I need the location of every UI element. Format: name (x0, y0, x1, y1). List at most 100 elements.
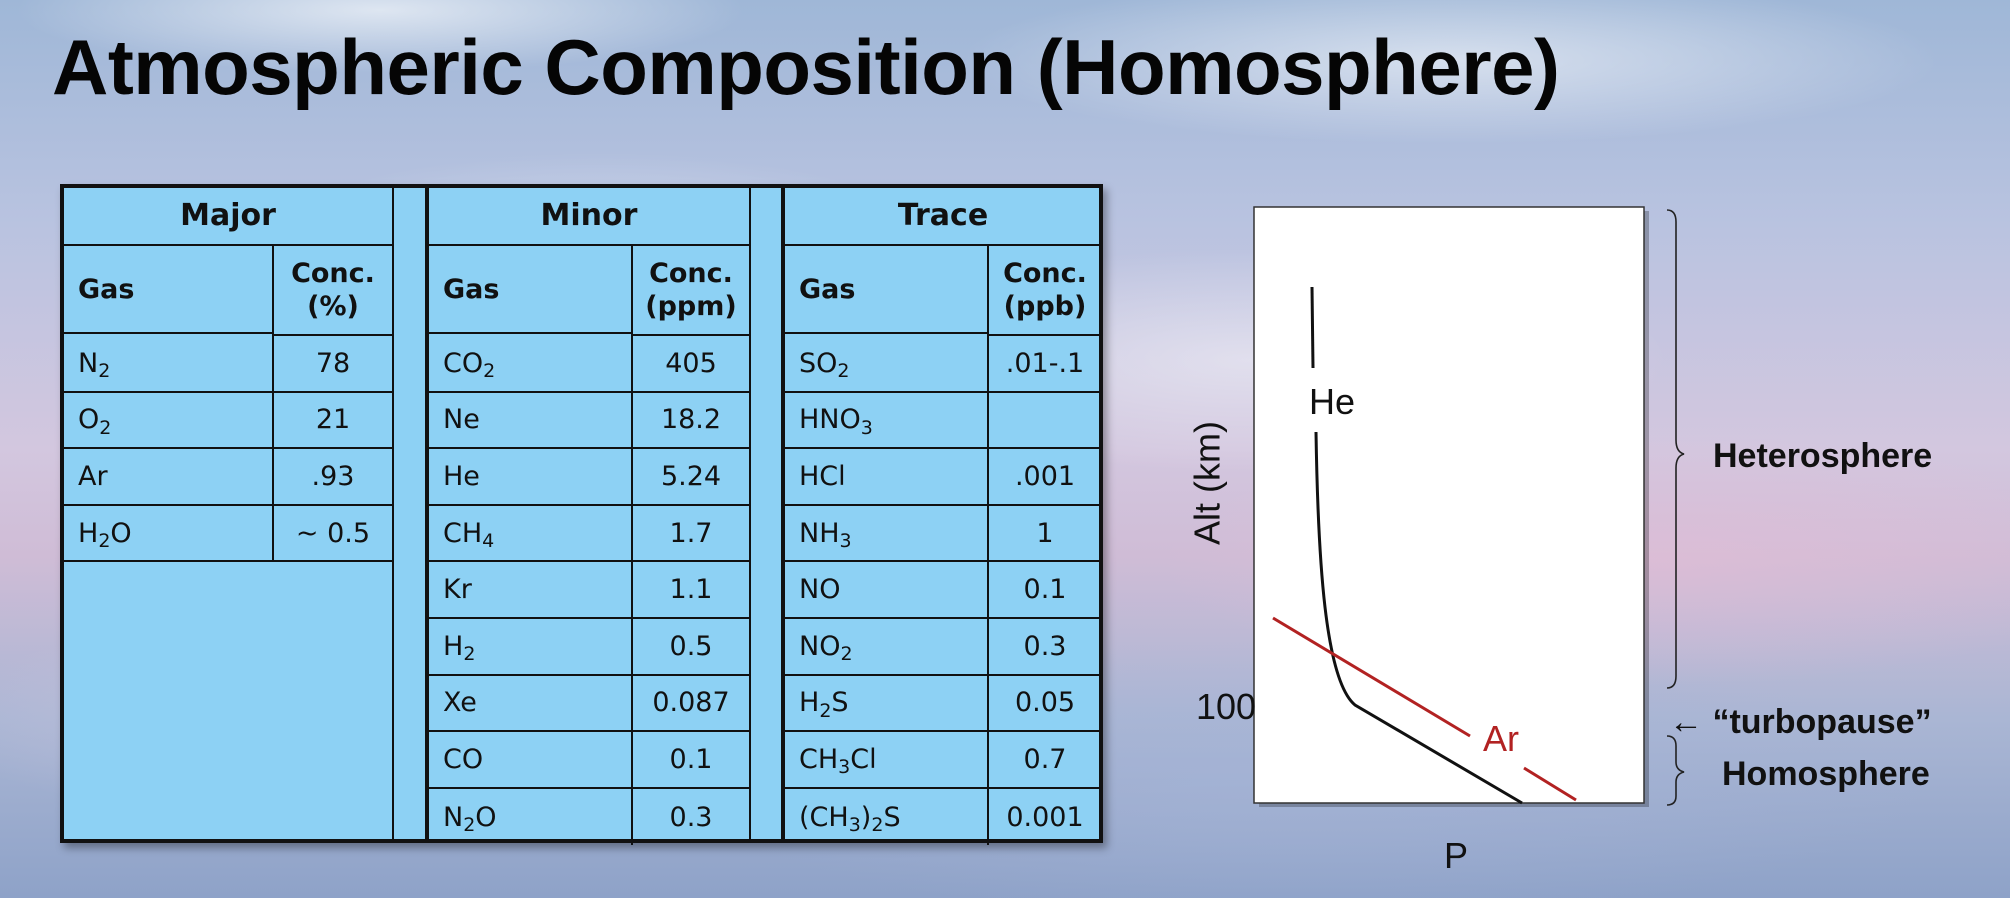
gas-text: SO (799, 347, 838, 379)
gas-text: S (831, 687, 849, 719)
conc-cell: 1 (1036, 517, 1054, 549)
column-header-conc: Conc. (ppb) (989, 246, 1101, 336)
x-axis-label: P (1444, 835, 1468, 876)
column-header-gas: Gas (785, 246, 987, 334)
table-group-trace: Trace Gas Conc. (ppb) SO 2.01-.1 HNO 3 HCl .001 NH… (783, 188, 1101, 846)
gas-subscript: 4 (482, 530, 495, 553)
gas-subscript: 3 (848, 814, 861, 837)
gas-text: Kr (443, 574, 472, 606)
conc-cell: 5.24 (660, 460, 722, 492)
gas-subscript: 2 (98, 360, 111, 383)
he-profile-upper (1310, 286, 1315, 369)
gas-subscript: 2 (98, 530, 111, 553)
gas-subscript: 2 (871, 814, 884, 837)
conc-cell: 0.3 (1023, 630, 1067, 662)
ar-label: Ar (1483, 718, 1519, 759)
gas-text: O (110, 517, 132, 549)
gas-cell: Ar (64, 449, 108, 504)
composition-table: Major Gas Conc. (%) N 2 78 O 2 21 Ar .93 H 2 O ~ 0.5 Min… (60, 184, 1103, 846)
table-row: H 2 S 0.05 (785, 676, 1101, 733)
conc-label: Conc. (649, 258, 733, 289)
table-row: CH 4 1.7 (429, 506, 749, 563)
conc-cell: 1.7 (669, 517, 713, 549)
column-header-conc: Conc. (ppm) (633, 246, 749, 336)
table-row: Xe 0.087 (429, 676, 749, 733)
column-divider (987, 246, 989, 846)
table-row: Ar .93 (64, 449, 392, 506)
gas-text: He (443, 460, 480, 492)
gas-cell: CH 4 (429, 506, 494, 561)
gas-text: CH (799, 743, 839, 775)
turbopause-label: ← “turbopause” (1669, 703, 1932, 741)
gas-text: CH (443, 517, 483, 549)
gas-text: Xe (443, 687, 477, 719)
column-header-gas: Gas (429, 246, 631, 334)
he-profile-curve (1314, 431, 1523, 805)
conc-cell: 1.1 (669, 574, 713, 606)
conc-cell: 0.05 (1014, 687, 1076, 719)
conc-cell: .93 (311, 460, 355, 492)
gas-cell: (CH 3) 2 S (785, 789, 901, 846)
conc-cell: 0.7 (1023, 743, 1067, 775)
y-axis-label: Alt (km) (1187, 421, 1228, 545)
gas-subscript: 2 (483, 360, 496, 383)
gas-text: CO (443, 743, 484, 775)
gas-text: ) (860, 801, 872, 833)
group-gap (749, 188, 783, 839)
gas-text: N (78, 347, 99, 379)
table-row: HCl .001 (785, 449, 1101, 506)
table-row: He 5.24 (429, 449, 749, 506)
conc-cell: 0.3 (669, 801, 713, 833)
gas-text: O (475, 801, 497, 833)
conc-cell: 405 (665, 347, 717, 379)
gas-text: CO (443, 347, 484, 379)
gas-cell: CO (429, 732, 483, 787)
column-divider (631, 246, 633, 846)
gas-cell: CO 2 (429, 336, 495, 391)
conc-unit: (ppb) (1003, 291, 1087, 322)
table-group-major: Major Gas Conc. (%) N 2 78 O 2 21 Ar .93 H 2 O ~ 0.5 (64, 188, 394, 839)
table-row: CO 2 405 (429, 336, 749, 393)
gas-cell: HCl (785, 449, 846, 504)
gas-cell: He (429, 449, 480, 504)
group-header-trace: Trace (785, 188, 1101, 246)
table-group-minor: Minor Gas Conc. (ppm) CO 2 405 Ne 18.2 He 5.24 CH 4 1… (427, 188, 751, 846)
tick-100-label: 100 (1196, 686, 1256, 727)
table-row: NO 2 0.3 (785, 619, 1101, 676)
he-label: He (1309, 381, 1355, 422)
gas-text: Cl (850, 743, 877, 775)
table-row: HNO 3 (785, 393, 1101, 450)
gas-text: O (78, 404, 100, 436)
table-row: SO 2 .01-.1 (785, 336, 1101, 393)
gas-text: Ar (78, 460, 108, 492)
page-title: Atmospheric Composition (Homosphere) (52, 23, 1560, 111)
conc-cell: ~ 0.5 (295, 517, 371, 549)
conc-cell: 21 (315, 404, 351, 436)
gas-subscript: 3 (839, 530, 852, 553)
gas-cell: Xe (429, 676, 477, 731)
table-row: NO 0.1 (785, 562, 1101, 619)
table-row: Kr 1.1 (429, 562, 749, 619)
gas-text: HNO (799, 404, 861, 436)
gas-subscript: 2 (840, 643, 853, 666)
gas-cell: SO 2 (785, 336, 849, 391)
conc-cell: 0.001 (1006, 801, 1084, 833)
ar-line-lower (1523, 766, 1577, 802)
group-header-minor: Minor (429, 188, 749, 246)
table-row: H 2 0.5 (429, 619, 749, 676)
gas-cell: CH 3 Cl (785, 732, 877, 787)
gas-text: Ne (443, 404, 480, 436)
column-divider (272, 246, 274, 563)
ar-line-upper (1272, 616, 1471, 738)
gas-text: NO (799, 630, 841, 662)
conc-unit: (ppm) (645, 291, 737, 322)
conc-label: Conc. (1003, 258, 1087, 289)
table-row: N 2 78 (64, 336, 392, 393)
gas-cell: HNO 3 (785, 393, 873, 448)
table-row: O 2 21 (64, 393, 392, 450)
